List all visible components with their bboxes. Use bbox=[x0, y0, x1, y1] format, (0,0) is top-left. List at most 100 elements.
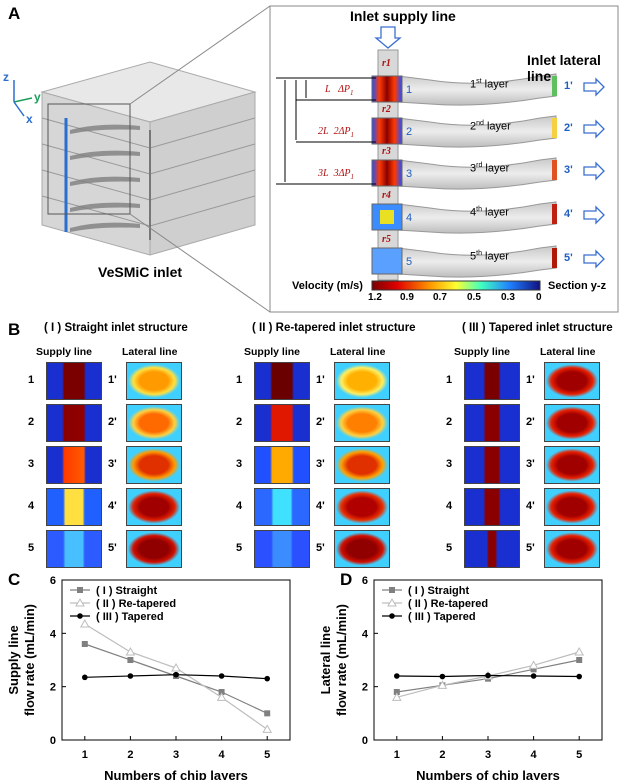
point-circle bbox=[218, 673, 225, 679]
outlet-1: 1' bbox=[564, 80, 573, 92]
point-triangle bbox=[437, 680, 448, 689]
outlet-4: 4' bbox=[564, 208, 573, 220]
cbar-tick-5: 0.3 bbox=[501, 292, 515, 303]
point-triangle bbox=[216, 692, 227, 701]
x-axis-title: Numbers of chip layers bbox=[104, 768, 248, 780]
chip-stack-3d bbox=[40, 5, 271, 313]
supply-heatmap bbox=[254, 488, 310, 526]
supply-row-label: 4 bbox=[446, 500, 453, 512]
supply-heatmap bbox=[46, 362, 102, 400]
point-circle bbox=[264, 675, 271, 682]
lateral-heatmap bbox=[126, 488, 182, 526]
supply-heatmap bbox=[464, 446, 520, 484]
panel-a-figure bbox=[13, 5, 619, 313]
legend-label: ( III ) Tapered bbox=[408, 611, 476, 623]
legend-label: ( I ) Straight bbox=[96, 585, 157, 597]
lateral-row-label: 4' bbox=[526, 500, 535, 512]
supply-row-label: 3 bbox=[446, 458, 453, 470]
lateral-heatmap bbox=[544, 446, 600, 484]
supply-row-label: 5 bbox=[236, 542, 243, 554]
x-tick-label: 5 bbox=[576, 749, 582, 761]
supply-row-label: 2 bbox=[446, 416, 453, 428]
r4-label: r4 bbox=[382, 190, 391, 201]
point-circle bbox=[394, 673, 400, 679]
x-tick-label: 3 bbox=[173, 749, 179, 761]
panel-c-letter: C bbox=[8, 570, 21, 589]
panel-b-group-title: ( I ) Straight inlet structure bbox=[44, 322, 188, 334]
panel-b-group-title: ( III ) Tapered inlet structure bbox=[462, 322, 613, 334]
axis-triad bbox=[13, 80, 33, 117]
supply-row-label: 2 bbox=[236, 416, 243, 428]
point-square bbox=[81, 641, 88, 647]
colorbar bbox=[371, 280, 541, 291]
lateral-row-label: 1' bbox=[316, 374, 325, 386]
supply-heatmap bbox=[464, 362, 520, 400]
panel-b-letter: B bbox=[8, 320, 21, 339]
point-circle bbox=[173, 671, 179, 678]
outlet-5: 5' bbox=[564, 252, 573, 264]
y-tick-label: 4 bbox=[50, 628, 57, 640]
legend-label: ( II ) Re-tapered bbox=[408, 598, 488, 610]
supply-row-label: 3 bbox=[236, 458, 243, 470]
outlet-arrows bbox=[583, 77, 605, 269]
layer-num-4: 4 bbox=[406, 212, 413, 224]
layer-name-1: 1st layer bbox=[470, 78, 509, 91]
layer-name-4: 4th layer bbox=[470, 206, 509, 219]
lateral-heatmap bbox=[126, 446, 182, 484]
panel-b-group-title: ( II ) Re-tapered inlet structure bbox=[252, 322, 416, 334]
lateral-row-label: 4' bbox=[316, 500, 325, 512]
legend-marker-circle bbox=[77, 613, 83, 619]
point-triangle bbox=[391, 692, 402, 701]
supply-row-label: 4 bbox=[28, 500, 35, 512]
r2-label: r2 bbox=[382, 104, 391, 115]
lateral-line-header: Lateral line bbox=[330, 346, 386, 358]
lateral-row-label: 5' bbox=[526, 542, 535, 554]
outlet-3: 3' bbox=[564, 164, 573, 176]
cbar-tick-1: 1.2 bbox=[368, 292, 382, 303]
dimension-lines bbox=[276, 77, 376, 185]
legend-label: ( I ) Straight bbox=[408, 585, 469, 597]
supply-line-header: Supply line bbox=[244, 346, 301, 358]
legend-marker-square bbox=[389, 587, 395, 593]
r3-label: r3 bbox=[382, 146, 391, 157]
cbar-tick-2: 0.9 bbox=[400, 292, 414, 303]
supply-heatmap bbox=[46, 446, 102, 484]
x-tick-label: 1 bbox=[394, 749, 400, 761]
supply-row-label: 3 bbox=[28, 458, 35, 470]
lateral-heatmap bbox=[126, 404, 182, 442]
point-triangle bbox=[574, 646, 585, 656]
panel-d-letter: D bbox=[340, 570, 353, 589]
y-tick-label: 6 bbox=[362, 575, 368, 587]
dim-label-1: L ΔP1 bbox=[325, 84, 354, 97]
section-label: Section y-z bbox=[548, 280, 607, 292]
supply-heatmap bbox=[464, 404, 520, 442]
y-tick-label: 0 bbox=[50, 735, 56, 747]
chart-d: 0 2 4 6 1 2 3 4 5 Numbers of chip layers Lateral l… bbox=[318, 575, 603, 780]
layer-name-5: 5th layer bbox=[470, 250, 509, 263]
velocity-label: Velocity (m/s) bbox=[292, 280, 363, 292]
lateral-heatmap bbox=[544, 488, 600, 526]
layer-num-5: 5 bbox=[406, 256, 413, 268]
y-tick-label: 6 bbox=[50, 575, 56, 587]
point-square bbox=[264, 710, 271, 717]
point-triangle bbox=[79, 618, 90, 628]
axis-y-label: y bbox=[34, 90, 41, 104]
supply-row-label: 1 bbox=[236, 374, 243, 386]
lateral-heatmap bbox=[334, 446, 390, 484]
layer-name-3: 3rd layer bbox=[470, 162, 510, 175]
lateral-row-label: 1' bbox=[108, 374, 117, 386]
legend-marker-circle bbox=[389, 613, 395, 619]
legend-marker-square bbox=[77, 587, 83, 593]
supply-row-label: 5 bbox=[446, 542, 453, 554]
lateral-row-label: 4' bbox=[108, 500, 117, 512]
lateral-line-header: Lateral line bbox=[540, 346, 596, 358]
legend-marker-triangle bbox=[387, 597, 397, 607]
point-square bbox=[127, 657, 134, 663]
y-axis-title-line1: Lateral line bbox=[318, 626, 333, 695]
layer-num-1: 1 bbox=[406, 84, 413, 96]
supply-line-header: Supply line bbox=[454, 346, 511, 358]
point-circle bbox=[530, 673, 537, 679]
lateral-heatmap bbox=[334, 530, 390, 568]
point-square bbox=[530, 666, 537, 673]
axis-z-label: z bbox=[3, 70, 9, 84]
